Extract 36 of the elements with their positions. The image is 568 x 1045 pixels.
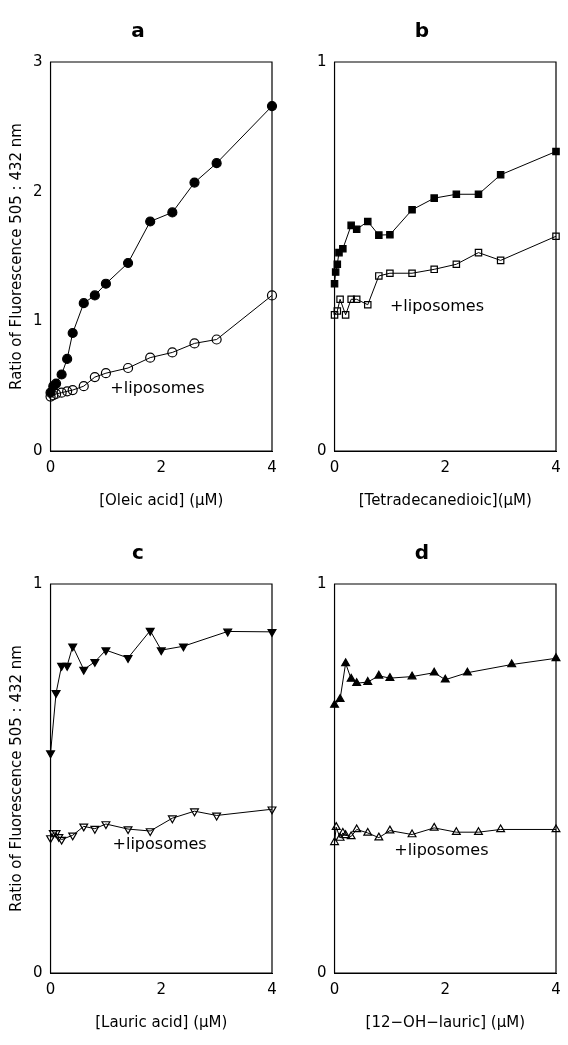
x-tick-label: 4 [267, 457, 277, 476]
annotation: +liposomes [110, 377, 205, 397]
x-tick-label: 2 [440, 979, 451, 998]
y-tick-label: 2 [33, 181, 43, 200]
chart-title: d [414, 540, 430, 565]
chart-title: c [132, 540, 144, 565]
x-tick-label: 0 [329, 979, 340, 998]
y-tick-label: 0 [33, 962, 43, 981]
x-axis-title: [Lauric acid] (μM) [95, 1012, 228, 1031]
annotation: +liposomes [112, 833, 207, 853]
x-tick-label: 2 [156, 457, 167, 476]
x-tick-label: 2 [156, 979, 167, 998]
x-tick-label: 4 [551, 979, 561, 998]
chart-title: a [131, 18, 145, 43]
x-tick-label: 4 [267, 979, 277, 998]
x-tick-label: 4 [551, 457, 561, 476]
y-tick-label: 1 [317, 573, 327, 592]
x-tick-label: 0 [329, 457, 340, 476]
y-axis-title: Ratio of Fluorescence 505 : 432 nm [6, 645, 25, 912]
y-tick-label: 3 [33, 51, 43, 70]
x-axis-title: [Tetradecanedioic](μM) [358, 490, 532, 509]
y-axis-title: Ratio of Fluorescence 505 : 432 nm [6, 123, 25, 390]
x-tick-label: 0 [45, 979, 56, 998]
x-tick-label: 2 [440, 457, 451, 476]
y-tick-label: 0 [317, 962, 327, 981]
y-tick-label: 1 [317, 51, 327, 70]
x-tick-label: 0 [45, 457, 56, 476]
y-tick-label: 1 [33, 311, 43, 330]
y-tick-label: 0 [317, 440, 327, 459]
x-axis-title: [Oleic acid] (μM) [99, 490, 224, 509]
y-tick-label: 0 [33, 440, 43, 459]
chart-title: b [414, 18, 430, 43]
annotation: +liposomes [389, 296, 485, 316]
y-tick-label: 1 [33, 573, 43, 592]
x-axis-title: [12−OH−lauric] (μM) [365, 1012, 525, 1031]
annotation: +liposomes [394, 839, 489, 859]
